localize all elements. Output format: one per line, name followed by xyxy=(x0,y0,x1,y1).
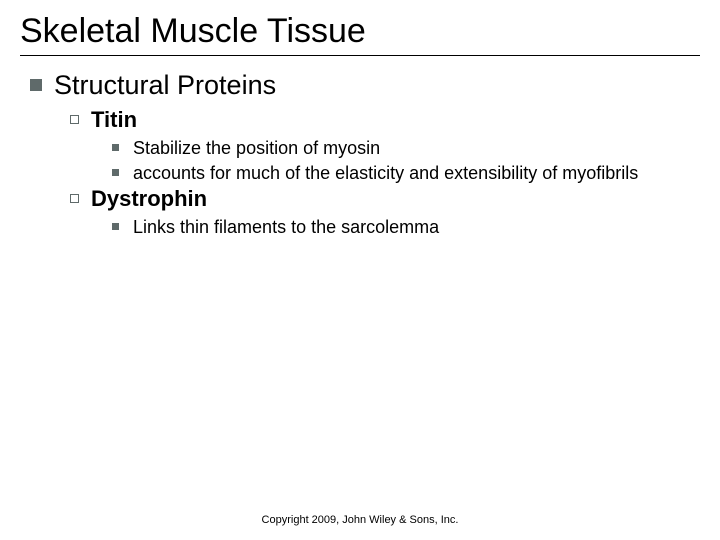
lvl3-text: accounts for much of the elasticity and … xyxy=(133,162,638,185)
lvl2-text: Dystrophin xyxy=(91,186,207,212)
lvl2-text: Titin xyxy=(91,107,137,133)
list-item: accounts for much of the elasticity and … xyxy=(112,162,700,185)
hollow-square-bullet-icon xyxy=(70,194,79,203)
list-item: Dystrophin xyxy=(70,186,700,212)
square-bullet-icon xyxy=(112,223,119,230)
slide: Skeletal Muscle Tissue Structural Protei… xyxy=(0,0,720,540)
square-bullet-icon xyxy=(30,79,42,91)
list-item: Structural Proteins xyxy=(30,70,700,101)
hollow-square-bullet-icon xyxy=(70,115,79,124)
lvl3-text: Links thin filaments to the sarcolemma xyxy=(133,216,439,239)
lvl3-text: Stabilize the position of myosin xyxy=(133,137,380,160)
square-bullet-icon xyxy=(112,169,119,176)
list-item: Titin xyxy=(70,107,700,133)
list-item: Stabilize the position of myosin xyxy=(112,137,700,160)
title-underline xyxy=(20,55,700,56)
slide-title: Skeletal Muscle Tissue xyxy=(20,12,700,53)
list-item: Links thin filaments to the sarcolemma xyxy=(112,216,700,239)
lvl1-text: Structural Proteins xyxy=(54,70,276,101)
square-bullet-icon xyxy=(112,144,119,151)
copyright-text: Copyright 2009, John Wiley & Sons, Inc. xyxy=(0,514,720,526)
